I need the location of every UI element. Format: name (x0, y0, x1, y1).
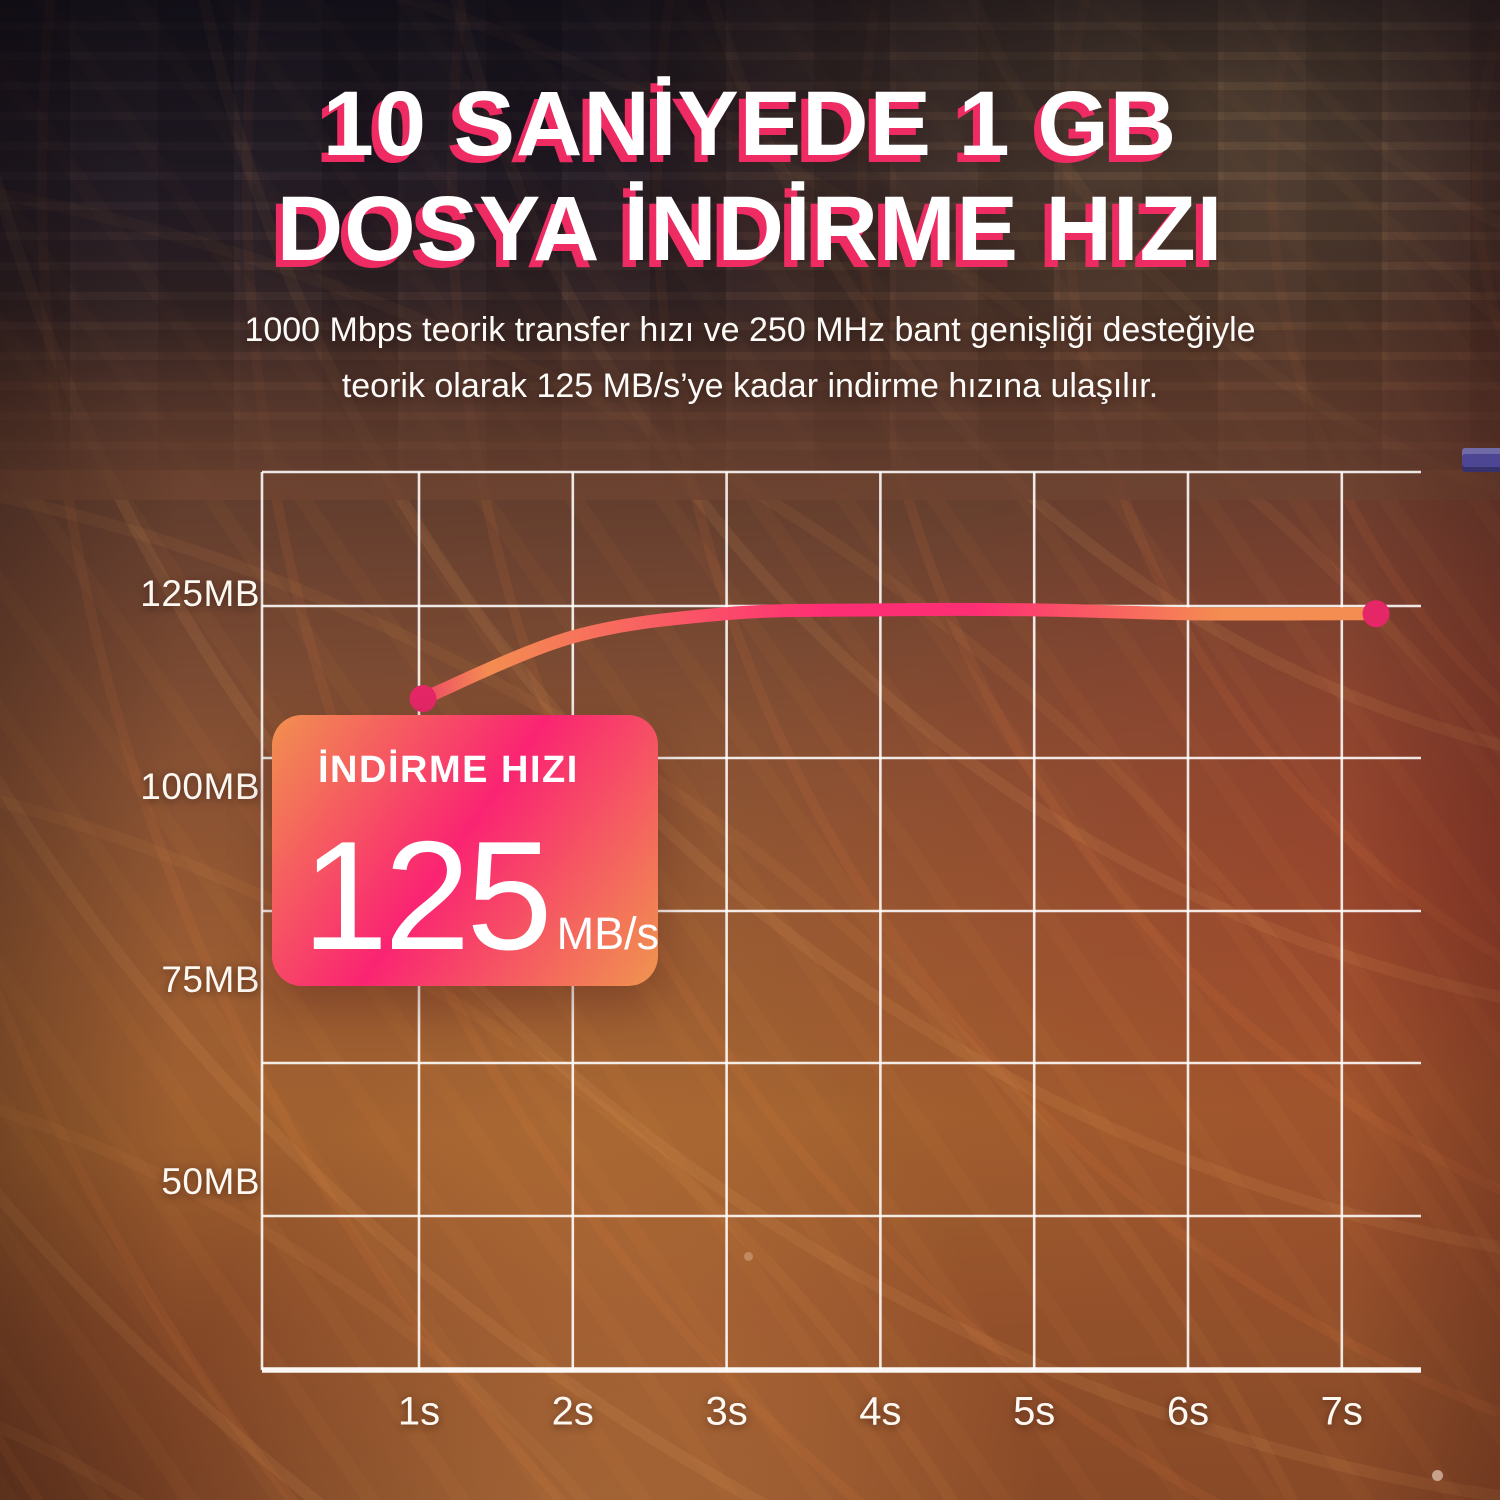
x-axis-label: 6s (1166, 1389, 1210, 1434)
badge-unit: MB/s (556, 907, 660, 959)
x-axis-label: 1s (397, 1389, 441, 1434)
page-title: 10 SANİYEDE 1 GB DOSYA İNDİRME HIZI (0, 72, 1500, 282)
page-subtitle-line1: 1000 Mbps teorik transfer hızı ve 250 MH… (244, 311, 1256, 349)
badge-label: İNDİRME HIZI (318, 749, 579, 791)
x-axis-label: 2s (551, 1389, 594, 1434)
y-axis-label: 125MB (140, 573, 260, 614)
speed-curve (416, 602, 1383, 706)
data-point-end (1362, 600, 1390, 628)
x-axis-label: 5s (1013, 1389, 1056, 1434)
badge-value: 125 (302, 808, 553, 982)
y-axis-label: 50MB (161, 1161, 260, 1202)
download-speed-badge: İNDİRME HIZI 125 MB/s (272, 715, 660, 986)
background-light-dot (1432, 1470, 1443, 1481)
y-axis-label: 100MB (140, 766, 260, 807)
badge-value-row: 125 MB/s (302, 808, 660, 982)
page-subtitle-line2: teorik olarak 125 MB/s’ye kadar indirme … (341, 366, 1159, 405)
y-axis-label: 75MB (161, 959, 260, 1000)
page-title-line1: 10 SANİYEDE 1 GB (322, 73, 1178, 175)
x-axis-label: 4s (859, 1389, 902, 1434)
background-light-dot (744, 1252, 753, 1261)
page-title-line2: DOSYA İNDİRME HIZI (276, 177, 1224, 280)
data-point-start (409, 685, 437, 713)
x-axis-label: 3s (705, 1389, 748, 1434)
background-road-sign (1462, 448, 1500, 472)
page-subtitle: 1000 Mbps teorik transfer hızı ve 250 MH… (0, 303, 1500, 415)
x-axis-label: 7s (1320, 1389, 1363, 1434)
